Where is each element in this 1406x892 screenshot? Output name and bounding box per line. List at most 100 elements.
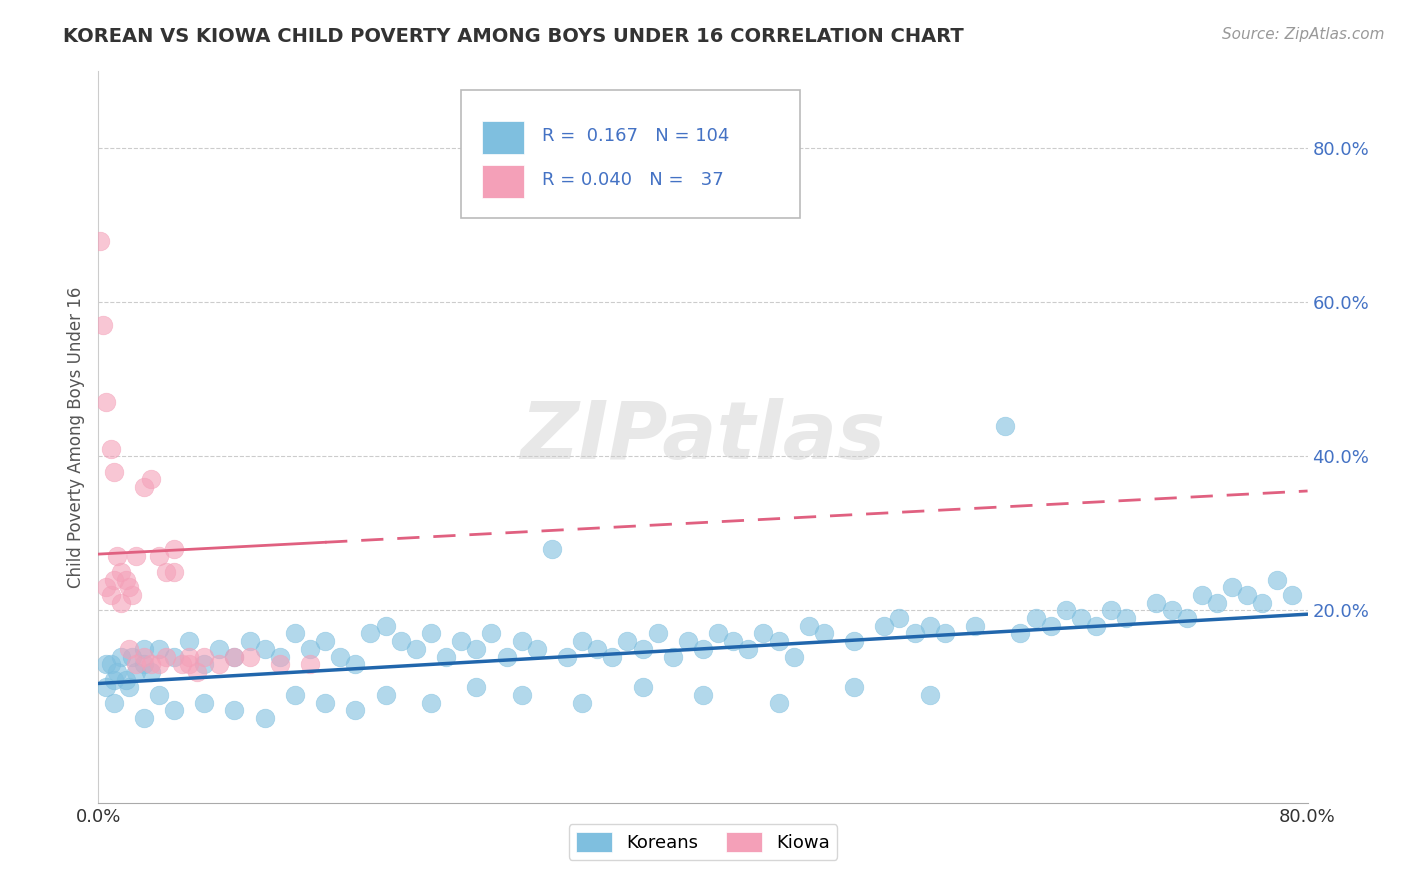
Point	[269, 657, 291, 672]
Point	[844, 634, 866, 648]
Point	[904, 626, 927, 640]
Point	[647, 626, 669, 640]
Point	[540, 541, 562, 556]
Point	[768, 634, 790, 648]
Point	[707, 626, 730, 640]
Text: R =  0.167   N = 104: R = 0.167 N = 104	[543, 127, 730, 145]
Point	[526, 641, 548, 656]
Point	[374, 688, 396, 702]
Point	[1191, 588, 1213, 602]
Point	[103, 696, 125, 710]
Point	[239, 649, 262, 664]
Point	[89, 234, 111, 248]
Point	[299, 657, 322, 672]
Point	[813, 626, 835, 640]
Point	[1054, 603, 1077, 617]
Point	[125, 549, 148, 564]
Point	[103, 573, 125, 587]
Point	[1251, 596, 1274, 610]
Point	[1024, 611, 1046, 625]
Text: R = 0.040   N =   37: R = 0.040 N = 37	[543, 170, 724, 188]
Point	[110, 565, 132, 579]
Point	[132, 657, 155, 672]
Point	[110, 596, 132, 610]
Point	[586, 641, 609, 656]
Point	[179, 634, 201, 648]
Point	[495, 649, 517, 664]
Point	[631, 681, 654, 695]
Point	[374, 618, 396, 632]
Point	[94, 395, 117, 409]
Point	[186, 665, 208, 679]
Legend: Koreans, Kiowa: Koreans, Kiowa	[569, 824, 837, 860]
Point	[1070, 611, 1092, 625]
Point	[676, 634, 699, 648]
Point	[934, 626, 956, 640]
Point	[170, 657, 193, 672]
Point	[783, 649, 806, 664]
Point	[155, 565, 177, 579]
Point	[1039, 618, 1062, 632]
Point	[1115, 611, 1137, 625]
Point	[148, 549, 170, 564]
Point	[797, 618, 820, 632]
Point	[284, 688, 307, 702]
Point	[125, 657, 148, 672]
Text: Source: ZipAtlas.com: Source: ZipAtlas.com	[1222, 27, 1385, 42]
Point	[314, 696, 336, 710]
Point	[510, 634, 533, 648]
Point	[450, 634, 472, 648]
Point	[239, 634, 262, 648]
Point	[94, 681, 117, 695]
Point	[114, 573, 136, 587]
Point	[631, 641, 654, 656]
Point	[141, 472, 163, 486]
Point	[602, 649, 624, 664]
Point	[193, 657, 215, 672]
Point	[105, 665, 128, 679]
Point	[1010, 626, 1032, 640]
Point	[284, 626, 307, 640]
Point	[121, 649, 143, 664]
Point	[163, 649, 186, 664]
Point	[752, 626, 775, 640]
Point	[918, 688, 941, 702]
Point	[360, 626, 382, 640]
Point	[103, 465, 125, 479]
Point	[1236, 588, 1258, 602]
FancyBboxPatch shape	[482, 165, 524, 198]
Point	[253, 711, 276, 725]
Point	[994, 418, 1017, 433]
Point	[344, 657, 367, 672]
Point	[148, 641, 170, 656]
Point	[314, 634, 336, 648]
FancyBboxPatch shape	[482, 121, 524, 154]
Point	[510, 688, 533, 702]
Point	[148, 657, 170, 672]
Text: ZIPatlas: ZIPatlas	[520, 398, 886, 476]
Point	[965, 618, 987, 632]
Point	[224, 703, 246, 717]
Point	[163, 565, 186, 579]
Point	[91, 318, 114, 333]
Point	[1160, 603, 1182, 617]
Point	[224, 649, 246, 664]
Point	[100, 442, 122, 456]
Point	[465, 641, 488, 656]
Point	[179, 649, 201, 664]
Point	[132, 480, 155, 494]
Point	[571, 696, 593, 710]
Point	[1175, 611, 1198, 625]
Point	[1267, 573, 1289, 587]
Point	[1085, 618, 1108, 632]
Point	[661, 649, 683, 664]
Y-axis label: Child Poverty Among Boys Under 16: Child Poverty Among Boys Under 16	[66, 286, 84, 588]
Point	[141, 657, 163, 672]
Point	[889, 611, 911, 625]
Point	[723, 634, 745, 648]
Point	[148, 688, 170, 702]
Point	[555, 649, 578, 664]
Point	[420, 696, 443, 710]
Point	[118, 681, 141, 695]
Point	[100, 588, 122, 602]
